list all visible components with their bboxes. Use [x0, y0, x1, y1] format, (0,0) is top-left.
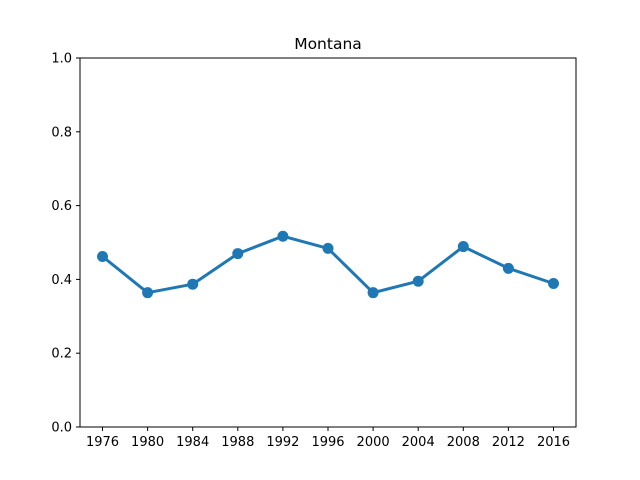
x-tick-label: 1976: [86, 435, 119, 450]
y-tick-label: 1.0: [51, 52, 72, 67]
x-tick-label: 2004: [402, 435, 435, 450]
data-point: [232, 248, 244, 260]
x-tick-label: 2008: [447, 435, 480, 450]
x-tick-label: 1984: [176, 435, 209, 450]
chart-title: Montana: [294, 35, 362, 53]
x-tick-label: 2000: [357, 435, 390, 450]
y-tick-label: 0.8: [51, 125, 72, 140]
series-layer: [97, 230, 559, 299]
y-tick-label: 0.6: [51, 199, 72, 214]
x-tick-label: 1980: [131, 435, 164, 450]
y-tick-label: 0.2: [51, 347, 72, 362]
y-tick-label: 0.0: [51, 421, 72, 436]
x-tick-label: 2012: [492, 435, 525, 450]
data-point: [97, 251, 108, 263]
y-axis-ticks: 0.0 0.2 0.4 0.6 0.8 1.0: [51, 52, 80, 436]
y-tick-label: 0.4: [51, 273, 72, 288]
x-tick-label: 1992: [266, 435, 299, 450]
data-point: [367, 287, 379, 299]
x-axis-ticks: 1976 1980 1984 1988 1992 1996 2000 2004 2008 2012…: [86, 427, 570, 450]
data-point: [548, 277, 559, 289]
x-tick-label: 1988: [221, 435, 254, 450]
data-point: [322, 242, 334, 254]
data-point: [502, 262, 514, 274]
plot-area-frame: [79, 57, 577, 428]
x-tick-label: 2016: [537, 435, 570, 450]
data-point: [277, 230, 289, 242]
x-tick-label: 1996: [311, 435, 344, 450]
data-point: [412, 275, 424, 287]
data-point: [142, 287, 154, 299]
data-point: [457, 241, 469, 253]
data-point: [187, 278, 199, 290]
